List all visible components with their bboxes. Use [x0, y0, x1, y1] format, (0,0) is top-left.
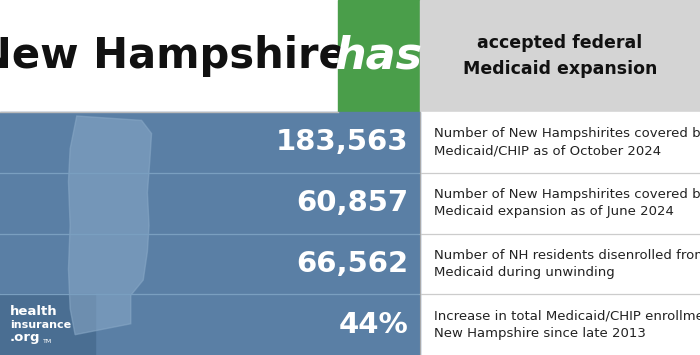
Text: 66,562: 66,562 — [296, 250, 408, 278]
Bar — [0, 112, 338, 355]
Text: .org: .org — [10, 332, 41, 344]
Text: has: has — [335, 34, 423, 77]
Bar — [420, 112, 700, 355]
Polygon shape — [69, 116, 152, 335]
Text: Number of New Hampshirites covered by
Medicaid/CHIP as of October 2024: Number of New Hampshirites covered by Me… — [434, 127, 700, 158]
Bar — [0, 0, 338, 112]
Text: insurance: insurance — [10, 320, 71, 330]
Bar — [338, 0, 420, 112]
Text: accepted federal
Medicaid expansion: accepted federal Medicaid expansion — [463, 34, 657, 77]
Text: Number of NH residents disenrolled from
Medicaid during unwinding: Number of NH residents disenrolled from … — [434, 248, 700, 279]
Bar — [0, 294, 95, 355]
Bar — [338, 112, 420, 355]
Bar — [420, 0, 700, 112]
Text: health: health — [10, 305, 57, 318]
Text: Increase in total Medicaid/CHIP enrollment in
New Hampshire since late 2013: Increase in total Medicaid/CHIP enrollme… — [434, 309, 700, 340]
Text: Number of New Hampshirites covered by ACA
Medicaid expansion as of June 2024: Number of New Hampshirites covered by AC… — [434, 188, 700, 218]
Text: TM: TM — [43, 339, 52, 344]
Text: 44%: 44% — [338, 311, 408, 339]
Text: New Hampshire: New Hampshire — [0, 35, 347, 77]
Text: 183,563: 183,563 — [275, 129, 408, 156]
Text: 60,857: 60,857 — [295, 189, 408, 217]
